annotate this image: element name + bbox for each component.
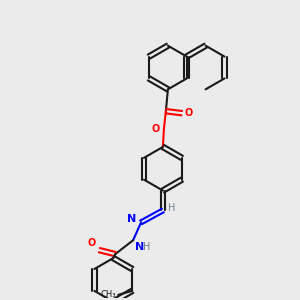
Text: O: O xyxy=(87,238,95,248)
Text: CH₃: CH₃ xyxy=(101,290,116,299)
Text: H: H xyxy=(143,242,150,252)
Text: N: N xyxy=(135,242,144,252)
Text: H: H xyxy=(168,203,175,214)
Text: O: O xyxy=(152,124,160,134)
Text: O: O xyxy=(185,108,193,118)
Text: N: N xyxy=(127,214,136,224)
